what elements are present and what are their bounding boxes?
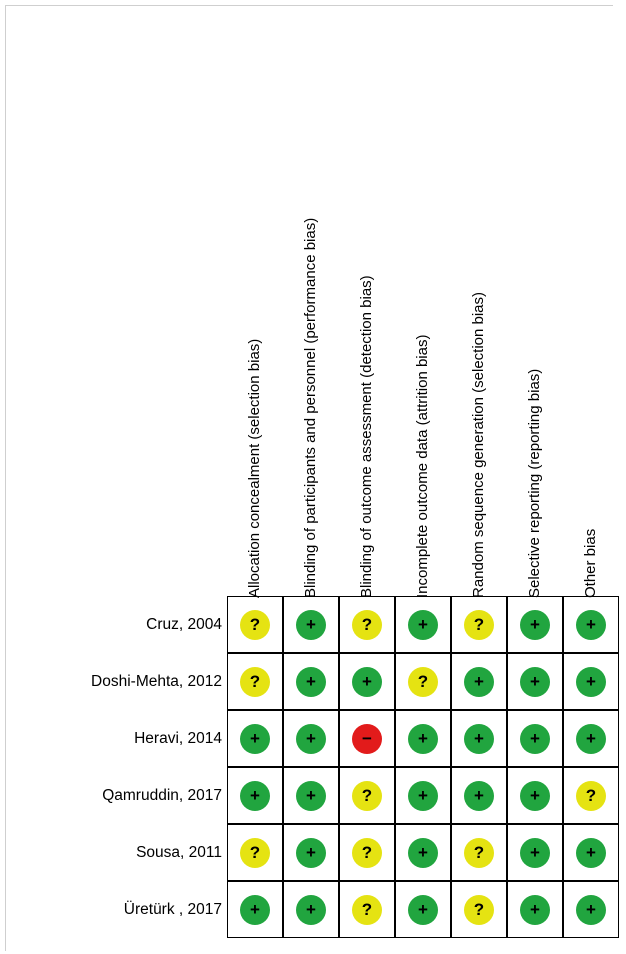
low-risk-icon: + — [576, 667, 606, 697]
low-risk-icon: + — [576, 838, 606, 868]
rating-cell: + — [563, 653, 619, 710]
rating-cell: + — [283, 596, 339, 653]
low-risk-icon: + — [296, 895, 326, 925]
low-risk-icon: + — [520, 610, 550, 640]
risk-of-bias-grid: ? +? +? + +? + +? + + + + + − + + + + + +? + + +?? +? +? + + + +? +?… — [227, 596, 619, 938]
study-label: Üretürk , 2017 — [123, 901, 222, 918]
rating-cell: + — [563, 710, 619, 767]
domain-header: Other bias — [582, 528, 599, 598]
rating-cell: − — [339, 710, 395, 767]
low-risk-icon: + — [296, 667, 326, 697]
rating-cell: ? — [451, 881, 507, 938]
low-risk-icon: + — [520, 781, 550, 811]
low-risk-icon: + — [240, 781, 270, 811]
low-risk-icon: + — [520, 667, 550, 697]
low-risk-icon: + — [408, 610, 438, 640]
low-risk-icon: + — [408, 724, 438, 754]
figure-frame — [5, 5, 613, 951]
study-label: Doshi-Mehta, 2012 — [91, 673, 222, 690]
rating-cell: + — [283, 824, 339, 881]
study-label: Heravi, 2014 — [134, 730, 222, 747]
unclear-risk-icon: ? — [352, 838, 382, 868]
low-risk-icon: + — [520, 895, 550, 925]
unclear-risk-icon: ? — [352, 610, 382, 640]
rating-cell: + — [395, 767, 451, 824]
unclear-risk-icon: ? — [464, 838, 494, 868]
rating-cell: + — [395, 710, 451, 767]
rating-cell: + — [507, 767, 563, 824]
low-risk-icon: + — [408, 838, 438, 868]
unclear-risk-icon: ? — [240, 838, 270, 868]
rating-cell: + — [451, 710, 507, 767]
rating-cell: ? — [395, 653, 451, 710]
unclear-risk-icon: ? — [464, 895, 494, 925]
rating-cell: + — [507, 596, 563, 653]
rating-cell: + — [339, 653, 395, 710]
rating-cell: + — [395, 824, 451, 881]
rating-cell: + — [563, 881, 619, 938]
unclear-risk-icon: ? — [464, 610, 494, 640]
unclear-risk-icon: ? — [240, 667, 270, 697]
low-risk-icon: + — [576, 610, 606, 640]
low-risk-icon: + — [296, 838, 326, 868]
rating-cell: + — [563, 596, 619, 653]
rating-cell: ? — [451, 596, 507, 653]
rating-cell: ? — [339, 767, 395, 824]
rating-cell: ? — [451, 824, 507, 881]
rating-cell: + — [227, 710, 283, 767]
unclear-risk-icon: ? — [240, 610, 270, 640]
rating-cell: ? — [339, 881, 395, 938]
low-risk-icon: + — [520, 724, 550, 754]
rating-cell: ? — [339, 596, 395, 653]
rating-cell: + — [283, 767, 339, 824]
low-risk-icon: + — [240, 895, 270, 925]
low-risk-icon: + — [352, 667, 382, 697]
low-risk-icon: + — [408, 895, 438, 925]
rating-cell: ? — [339, 824, 395, 881]
rating-cell: + — [283, 881, 339, 938]
domain-header: Random sequence generation (selection bi… — [470, 291, 487, 598]
low-risk-icon: + — [464, 781, 494, 811]
low-risk-icon: + — [464, 724, 494, 754]
unclear-risk-icon: ? — [408, 667, 438, 697]
rating-cell: + — [227, 767, 283, 824]
rating-cell: ? — [227, 596, 283, 653]
rating-cell: + — [451, 653, 507, 710]
rating-cell: + — [563, 824, 619, 881]
low-risk-icon: + — [576, 724, 606, 754]
study-label: Qamruddin, 2017 — [102, 787, 222, 804]
domain-header: Selective reporting (reporting bias) — [526, 368, 543, 598]
low-risk-icon: + — [408, 781, 438, 811]
unclear-risk-icon: ? — [352, 895, 382, 925]
domain-header: Incomplete outcome data (attrition bias) — [414, 334, 431, 598]
low-risk-icon: + — [464, 667, 494, 697]
rating-cell: + — [507, 881, 563, 938]
unclear-risk-icon: ? — [576, 781, 606, 811]
rating-cell: + — [507, 710, 563, 767]
unclear-risk-icon: ? — [352, 781, 382, 811]
high-risk-icon: − — [352, 724, 382, 754]
rating-cell: + — [227, 881, 283, 938]
low-risk-icon: + — [296, 610, 326, 640]
low-risk-icon: + — [240, 724, 270, 754]
rating-cell: + — [283, 653, 339, 710]
low-risk-icon: + — [520, 838, 550, 868]
domain-header: Blinding of outcome assessment (detectio… — [358, 275, 375, 598]
rating-cell: + — [507, 653, 563, 710]
rating-cell: + — [395, 596, 451, 653]
rating-cell: ? — [227, 653, 283, 710]
rating-cell: + — [395, 881, 451, 938]
rating-cell: + — [283, 710, 339, 767]
study-label: Sousa, 2011 — [136, 844, 222, 861]
low-risk-icon: + — [576, 895, 606, 925]
study-label: Cruz, 2004 — [146, 616, 222, 633]
rating-cell: + — [507, 824, 563, 881]
domain-header: Allocation concealment (selection bias) — [246, 338, 263, 598]
rating-cell: + — [451, 767, 507, 824]
low-risk-icon: + — [296, 724, 326, 754]
rating-cell: ? — [563, 767, 619, 824]
domain-header: Blinding of participants and personnel (… — [302, 217, 319, 598]
low-risk-icon: + — [296, 781, 326, 811]
rating-cell: ? — [227, 824, 283, 881]
